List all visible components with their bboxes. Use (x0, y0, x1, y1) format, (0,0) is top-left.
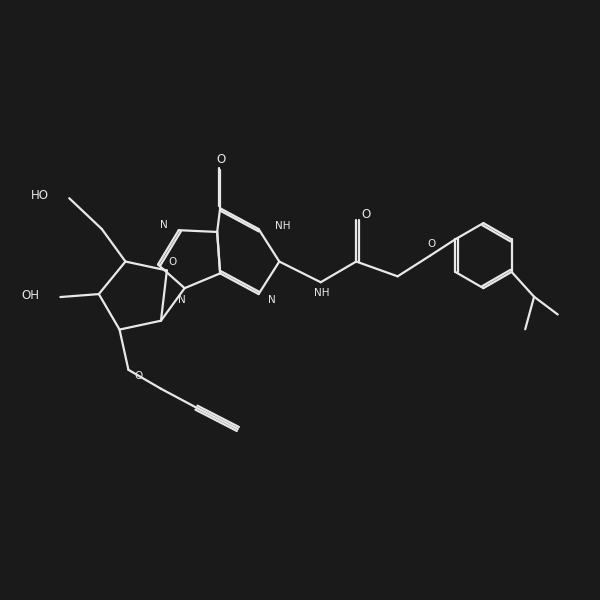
Text: N: N (160, 220, 168, 230)
Text: OH: OH (22, 289, 40, 302)
Text: O: O (428, 239, 436, 249)
Text: O: O (169, 257, 177, 266)
Text: O: O (217, 153, 226, 166)
Text: N: N (178, 295, 185, 305)
Text: NH: NH (275, 221, 290, 231)
Text: HO: HO (31, 189, 49, 202)
Text: O: O (362, 208, 371, 221)
Text: N: N (268, 295, 275, 305)
Text: O: O (134, 371, 143, 381)
Text: NH: NH (314, 288, 329, 298)
